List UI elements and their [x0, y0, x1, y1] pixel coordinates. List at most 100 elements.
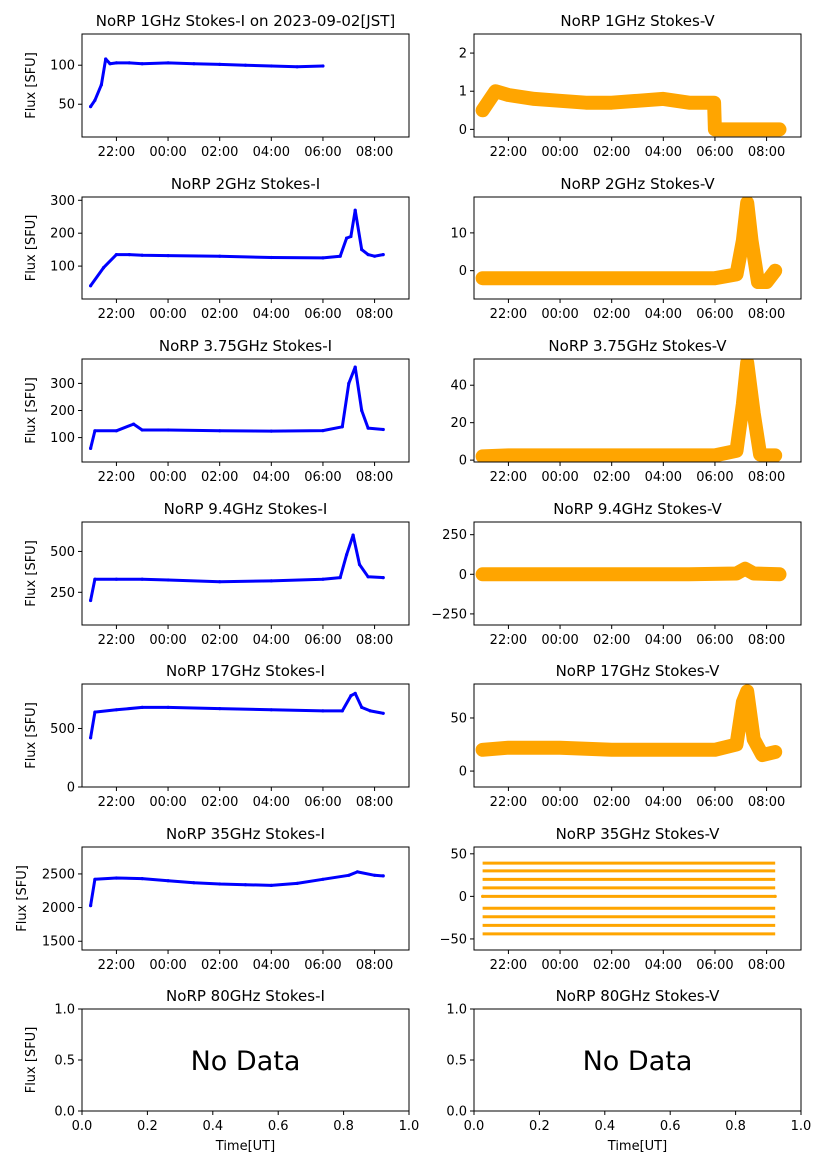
x-tick-label: 06:00 — [696, 958, 733, 973]
chart-title: NoRP 2GHz Stokes-I — [171, 175, 320, 193]
data-point — [93, 429, 97, 433]
data-point — [321, 64, 325, 68]
data-point — [481, 572, 485, 576]
data-point — [99, 83, 103, 87]
x-tick-label: 04:00 — [645, 795, 682, 810]
data-point — [243, 63, 248, 67]
data-point — [321, 709, 325, 713]
data-point — [192, 881, 196, 885]
x-tick-label: 0.2 — [529, 1119, 550, 1134]
data-point — [713, 748, 717, 752]
x-tick-label: 06:00 — [304, 307, 341, 322]
x-tick-label: 06:00 — [696, 633, 733, 648]
data-point — [321, 577, 325, 581]
data-point — [89, 284, 93, 288]
data-point — [295, 65, 299, 69]
x-tick-label: 22:00 — [98, 633, 135, 648]
data-point — [127, 61, 131, 65]
x-tick-label: 06:00 — [304, 795, 341, 810]
x-tick-label: 02:00 — [593, 307, 630, 322]
axes-frame — [81, 846, 410, 951]
data-point — [340, 425, 344, 429]
stokes-i-series-line — [89, 533, 385, 602]
y-tick-label: 0 — [459, 264, 467, 279]
data-point — [347, 381, 351, 385]
data-point — [741, 402, 745, 406]
chart-title: NoRP 9.4GHz Stokes-I — [164, 500, 328, 518]
x-tick-label: 00:00 — [541, 958, 578, 973]
data-point — [140, 428, 144, 432]
chart-panel-3-stokes-v: NoRP 3.75GHz Stokes-V 0 20 40 22:00 00:00 02:0… — [450, 337, 802, 485]
y-tick-label: 300 — [50, 194, 75, 209]
chart-title: NoRP 3.75GHz Stokes-I — [159, 337, 332, 355]
data-point — [734, 742, 739, 747]
data-point — [345, 236, 349, 240]
data-point — [712, 101, 716, 105]
y-tick-label: −50 — [440, 932, 467, 947]
y-tick-label: 500 — [50, 722, 75, 737]
axes-frame — [81, 358, 410, 463]
chart-title: NoRP 35GHz Stokes-V — [556, 825, 721, 843]
data-point — [114, 253, 118, 257]
x-tick-label: 02:00 — [593, 470, 630, 485]
x-tick-label: 08:00 — [356, 307, 393, 322]
x-tick-label: 00:00 — [149, 145, 186, 160]
data-point — [366, 426, 370, 430]
data-point — [243, 883, 248, 887]
x-tick-label: 0.2 — [137, 1119, 158, 1134]
stokes-v-series-band — [475, 684, 783, 763]
chart-panel-7-stokes-i: NoRP 80GHz Stokes-I 0.0 0.5 1.0 0.0 0.2 0.4 0.6… — [24, 987, 419, 1154]
x-tick-label: 02:00 — [593, 633, 630, 648]
data-point — [610, 101, 614, 105]
chart-title: NoRP 17GHz Stokes-I — [166, 662, 325, 680]
chart-panel-4-stokes-i: NoRP 9.4GHz Stokes-I 250 500 22:00 00:00 02:0… — [24, 500, 410, 648]
data-point — [381, 874, 385, 878]
y-tick-label: 2 — [459, 47, 467, 62]
data-point — [584, 101, 588, 105]
data-point — [360, 408, 364, 413]
data-point — [773, 453, 777, 457]
y-axis-label: Flux [SFU] — [24, 52, 39, 119]
x-tick-label: 04:00 — [253, 470, 290, 485]
x-tick-label: 08:00 — [356, 633, 393, 648]
y-tick-label: 40 — [450, 379, 467, 394]
x-tick-label: 00:00 — [149, 633, 186, 648]
data-point — [140, 577, 144, 581]
data-point — [218, 254, 222, 258]
data-point — [773, 894, 777, 899]
data-point — [355, 870, 359, 874]
y-tick-label: 0 — [459, 454, 467, 469]
data-point — [734, 272, 739, 276]
x-tick-label: 00:00 — [149, 470, 186, 485]
data-point — [353, 691, 357, 696]
axes-frame — [473, 33, 802, 138]
y-tick-label: 200 — [50, 404, 75, 419]
data-point — [338, 576, 342, 580]
data-point — [349, 234, 353, 239]
data-point — [558, 453, 562, 457]
data-point — [93, 877, 97, 881]
y-tick-label: 1.0 — [54, 1003, 75, 1018]
chart-title: NoRP 2GHz Stokes-V — [560, 175, 715, 193]
data-point — [114, 577, 118, 581]
x-tick-label: 22:00 — [98, 145, 135, 160]
x-tick-label: 02:00 — [201, 633, 238, 648]
x-tick-label: 02:00 — [593, 145, 630, 160]
stokes-i-series-line — [89, 57, 325, 109]
axes-frame — [473, 846, 802, 951]
stokes-v-series-band — [475, 197, 783, 289]
x-tick-label: 02:00 — [201, 958, 238, 973]
data-point — [368, 709, 372, 713]
data-point — [481, 454, 485, 458]
x-tick-label: 04:00 — [645, 958, 682, 973]
data-point — [760, 753, 764, 757]
y-tick-label: 50 — [450, 711, 467, 726]
data-point — [506, 453, 510, 457]
data-point — [218, 580, 222, 584]
axes-frame — [473, 683, 802, 788]
data-point — [338, 254, 342, 258]
axes-frame — [81, 196, 410, 300]
x-tick-label: 02:00 — [201, 145, 238, 160]
data-point — [351, 533, 355, 537]
